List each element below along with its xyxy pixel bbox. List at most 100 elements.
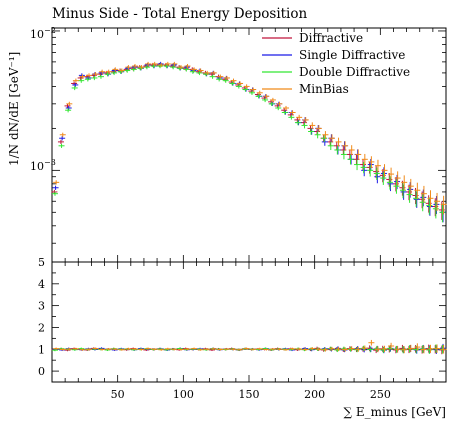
data-point bbox=[322, 131, 329, 139]
ratio-point bbox=[171, 348, 178, 351]
data-point bbox=[138, 65, 145, 70]
chart-title: Minus Side - Total Energy Deposition bbox=[52, 6, 308, 22]
data-point bbox=[52, 185, 59, 190]
data-point bbox=[59, 132, 66, 137]
data-point bbox=[327, 141, 334, 151]
ratio-point bbox=[237, 348, 244, 351]
data-point bbox=[268, 101, 275, 106]
ratio-point bbox=[328, 346, 335, 351]
data-point bbox=[342, 141, 349, 151]
ratio-point bbox=[440, 344, 447, 354]
data-point bbox=[413, 191, 420, 208]
legend-item: Double Diffractive bbox=[262, 65, 410, 79]
ratio-point bbox=[434, 344, 441, 353]
ratio-point bbox=[355, 346, 362, 352]
data-point bbox=[164, 61, 171, 67]
legend-item: MinBias bbox=[262, 82, 349, 96]
data-point bbox=[387, 177, 394, 192]
data-point bbox=[53, 180, 60, 185]
data-point bbox=[440, 203, 447, 223]
ratio-point bbox=[164, 347, 171, 350]
ratio-point bbox=[99, 348, 106, 351]
ratio-plot-frame bbox=[51, 261, 447, 383]
legend-label: Double Diffractive bbox=[299, 65, 410, 79]
data-point bbox=[263, 94, 270, 99]
data-point bbox=[281, 108, 288, 113]
ratio-point bbox=[66, 347, 73, 351]
ratio-panel: 5 4 3 2 1 0 bbox=[38, 256, 447, 383]
data-point bbox=[112, 67, 119, 72]
data-point bbox=[367, 164, 374, 177]
data-point bbox=[381, 164, 388, 178]
ratio-point bbox=[427, 344, 434, 353]
ratio-series-minbias bbox=[53, 339, 447, 354]
data-point bbox=[242, 87, 249, 92]
data-point bbox=[321, 134, 328, 143]
ratio-point bbox=[125, 347, 132, 350]
main-ticks bbox=[52, 28, 446, 262]
legend-item: Diffractive bbox=[262, 31, 363, 45]
data-point bbox=[84, 77, 91, 82]
ratio-point bbox=[374, 346, 381, 353]
data-point bbox=[99, 69, 106, 74]
data-point bbox=[434, 192, 441, 211]
data-point bbox=[111, 70, 118, 76]
y-tick-label-main-1: 10−2 bbox=[30, 26, 56, 41]
data-point bbox=[86, 73, 93, 78]
ratio-point bbox=[217, 348, 224, 351]
data-point bbox=[355, 149, 362, 161]
data-point bbox=[209, 74, 216, 79]
data-point bbox=[250, 87, 257, 92]
data-point bbox=[222, 78, 229, 83]
series-single-diffractive bbox=[52, 61, 447, 223]
y-tick-exp-2: −3 bbox=[44, 158, 56, 167]
series-double-diffractive bbox=[51, 63, 446, 223]
y-tick-label-ratio: 0 bbox=[38, 365, 45, 378]
data-point bbox=[229, 81, 236, 86]
data-point bbox=[420, 189, 427, 207]
ratio-point bbox=[283, 348, 290, 351]
legend-item: Single Diffractive bbox=[262, 48, 405, 62]
ratio-point bbox=[426, 345, 433, 354]
ratio-point bbox=[420, 345, 427, 354]
data-point bbox=[150, 63, 157, 69]
main-series bbox=[51, 61, 447, 223]
ratio-point bbox=[289, 347, 296, 350]
data-point bbox=[158, 62, 165, 68]
ratio-point bbox=[302, 348, 309, 351]
data-point bbox=[348, 145, 355, 156]
ratio-point bbox=[315, 347, 322, 351]
ratio-point bbox=[276, 348, 283, 351]
data-point bbox=[255, 94, 262, 99]
ratio-point bbox=[210, 347, 217, 350]
data-point bbox=[276, 101, 283, 106]
ratio-point bbox=[53, 347, 60, 350]
data-point bbox=[177, 65, 184, 70]
data-point bbox=[406, 187, 413, 203]
ratio-point bbox=[368, 339, 375, 346]
data-point bbox=[301, 122, 308, 129]
data-point bbox=[196, 70, 203, 76]
ratio-point bbox=[51, 349, 58, 352]
ratio-point bbox=[204, 348, 211, 351]
data-point bbox=[71, 85, 78, 91]
ratio-point bbox=[347, 346, 354, 352]
y-tick-label-main-2: 10−3 bbox=[30, 158, 56, 173]
data-point bbox=[407, 182, 414, 198]
data-point bbox=[183, 67, 190, 72]
y-tick-label-ratio: 4 bbox=[38, 278, 45, 291]
data-point bbox=[151, 61, 158, 67]
data-point bbox=[386, 175, 393, 190]
data-point bbox=[58, 143, 65, 148]
ratio-point bbox=[138, 348, 145, 351]
data-point bbox=[287, 112, 294, 118]
data-point bbox=[393, 179, 400, 194]
legend-label: MinBias bbox=[299, 82, 349, 96]
data-point bbox=[72, 82, 79, 88]
data-point bbox=[223, 75, 230, 81]
data-point bbox=[394, 174, 401, 190]
ratio-point bbox=[250, 348, 257, 351]
data-point bbox=[373, 167, 380, 180]
ratio-point bbox=[309, 347, 316, 351]
